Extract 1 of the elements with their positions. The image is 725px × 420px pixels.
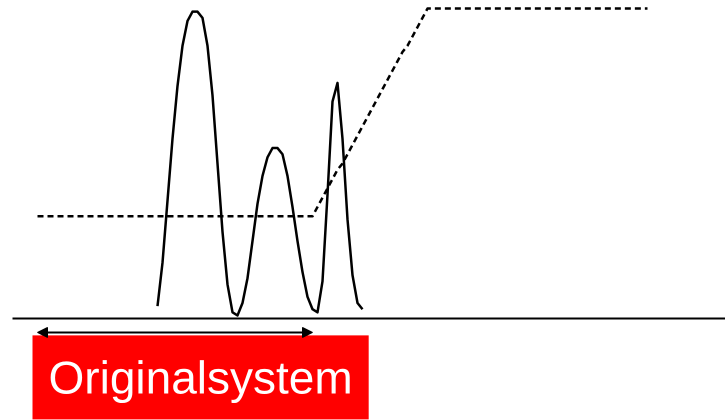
text: Originalsystem — [48, 351, 353, 404]
